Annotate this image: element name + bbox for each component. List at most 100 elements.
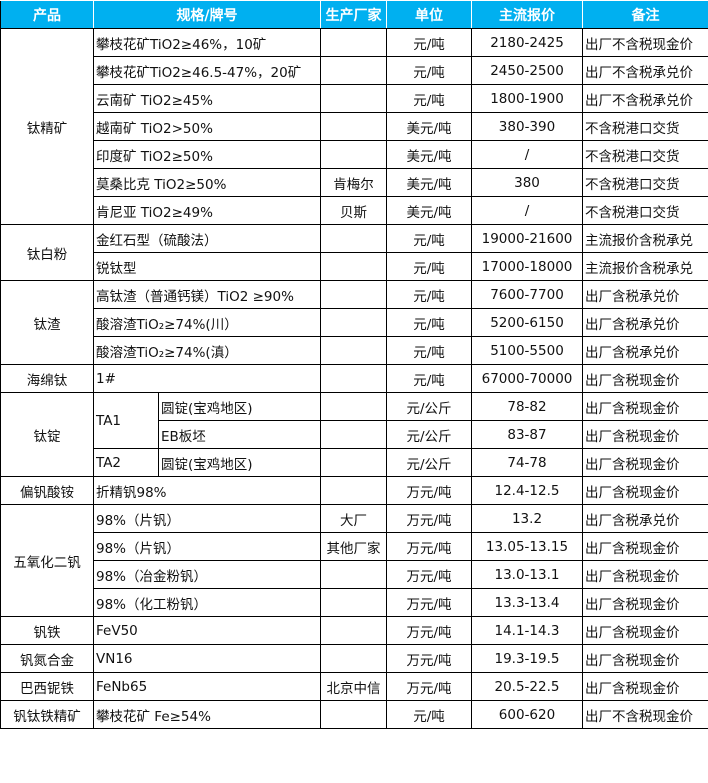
table-row: 巴西铌铁 FeNb65 北京中信 万元/吨 20.5-22.5 出厂含税现金价 <box>0 672 708 701</box>
maker-cell <box>320 28 387 57</box>
table-row: 偏钒酸铵 折精钒98% 万元/吨 12.4-12.5 出厂含税现金价 <box>0 476 708 505</box>
table-row: 肯尼亚 TiO2≥49% 贝斯 美元/吨 / 不含税港口交货 <box>1 196 708 225</box>
table-row: 海绵钛 1# 元/吨 67000-70000 出厂含税现金价 <box>0 364 708 393</box>
table-row: 酸溶渣TiO₂≥74%(川） 元/吨 5200-6150 出厂含税承兑价 <box>1 308 708 337</box>
spec-cell: 攀枝花矿TiO2≥46.5-47%，20矿 <box>93 56 321 85</box>
note-cell: 出厂含税现金价 <box>582 644 708 673</box>
price-cell: 600-620 <box>471 700 583 729</box>
price-cell: 78-82 <box>471 392 583 421</box>
table-row: 98%（冶金粉钒） 万元/吨 13.0-13.1 出厂含税现金价 <box>1 560 708 589</box>
product-cell: 海绵钛 <box>0 364 94 393</box>
maker-cell <box>320 644 387 673</box>
note-cell: 主流报价含税承兑 <box>582 224 708 253</box>
price-table: 产品 规格/牌号 生产厂家 单位 主流报价 备注 钛精矿 攀枝花矿TiO2≥46%… <box>0 0 708 729</box>
note-cell: 不含税港口交货 <box>582 112 708 141</box>
price-cell: 13.05-13.15 <box>471 532 583 561</box>
spec-cell: 金红石型（硫酸法） <box>93 224 321 253</box>
maker-cell <box>320 476 387 505</box>
maker-cell <box>320 308 387 337</box>
spec-cell: 98%（冶金粉钒） <box>93 560 321 589</box>
note-cell: 出厂含税承兑价 <box>582 504 708 533</box>
note-cell: 出厂含税现金价 <box>582 560 708 589</box>
unit-cell: 元/公斤 <box>386 392 472 421</box>
note-cell: 主流报价含税承兑 <box>582 252 708 281</box>
unit-cell: 美元/吨 <box>386 140 472 169</box>
table-row: 锐钛型 元/吨 17000-18000 主流报价含税承兑 <box>1 252 708 281</box>
table-row: 莫桑比克 TiO2≥50% 肯梅尔 美元/吨 380 不含税港口交货 <box>1 168 708 197</box>
table-row: 钛精矿 攀枝花矿TiO2≥46%，10矿 元/吨 2180-2425 出厂不含税现金价 <box>0 28 708 225</box>
product-cell: 偏钒酸铵 <box>0 476 94 505</box>
note-cell: 出厂不含税承兑价 <box>582 84 708 113</box>
note-cell: 出厂不含税承兑价 <box>582 56 708 85</box>
grade-cell: TA1 <box>93 392 159 449</box>
table-row: 钒钛铁精矿 攀枝花矿 Fe≥54% 元/吨 600-620 出厂不含税现金价 <box>0 700 708 729</box>
product-cell: 巴西铌铁 <box>0 672 94 701</box>
price-cell: 19.3-19.5 <box>471 644 583 673</box>
spec-cell: 云南矿 TiO2≥45% <box>93 84 321 113</box>
spec-cell: 圆锭(宝鸡地区) <box>158 392 321 421</box>
maker-cell <box>320 364 387 393</box>
note-cell: 不含税港口交货 <box>582 196 708 225</box>
maker-cell <box>320 224 387 253</box>
maker-cell <box>320 448 387 477</box>
maker-cell <box>320 280 387 309</box>
header-product: 产品 <box>0 0 94 29</box>
header-row: 产品 规格/牌号 生产厂家 单位 主流报价 备注 <box>0 0 708 29</box>
unit-cell: 元/吨 <box>386 280 472 309</box>
header-note: 备注 <box>582 0 708 29</box>
product-cell: 钒铁 <box>0 616 94 645</box>
header-price: 主流报价 <box>471 0 583 29</box>
product-cell: 钒钛铁精矿 <box>0 700 94 729</box>
maker-cell: 肯梅尔 <box>320 168 387 197</box>
product-cell: 五氧化二钒 <box>0 504 94 617</box>
price-cell: 83-87 <box>471 420 583 449</box>
note-cell: 出厂含税现金价 <box>582 476 708 505</box>
note-cell: 不含税港口交货 <box>582 168 708 197</box>
price-cell: 13.3-13.4 <box>471 588 583 617</box>
product-cell: 钒氮合金 <box>0 644 94 673</box>
note-cell: 出厂含税承兑价 <box>582 280 708 309</box>
note-cell: 出厂含税现金价 <box>582 672 708 701</box>
note-cell: 不含税港口交货 <box>582 140 708 169</box>
unit-cell: 美元/吨 <box>386 112 472 141</box>
unit-cell: 万元/吨 <box>386 588 472 617</box>
spec-cell: FeNb65 <box>93 672 321 701</box>
unit-cell: 元/吨 <box>386 308 472 337</box>
spec-cell: 折精钒98% <box>93 476 321 505</box>
unit-cell: 万元/吨 <box>386 560 472 589</box>
unit-cell: 元/吨 <box>386 364 472 393</box>
unit-cell: 美元/吨 <box>386 168 472 197</box>
price-cell: / <box>471 140 583 169</box>
maker-cell <box>320 588 387 617</box>
price-cell: 7600-7700 <box>471 280 583 309</box>
price-cell: 5100-5500 <box>471 336 583 365</box>
header-unit: 单位 <box>386 0 472 29</box>
note-cell: 出厂不含税现金价 <box>582 28 708 57</box>
price-cell: 20.5-22.5 <box>471 672 583 701</box>
spec-cell: 酸溶渣TiO₂≥74%(川） <box>93 308 321 337</box>
unit-cell: 元/吨 <box>386 336 472 365</box>
spec-cell: 锐钛型 <box>93 252 321 281</box>
price-cell: 14.1-14.3 <box>471 616 583 645</box>
maker-cell <box>320 112 387 141</box>
spec-cell: 98%（片钒） <box>93 532 321 561</box>
header-maker: 生产厂家 <box>320 0 387 29</box>
product-cell: 钛渣 <box>0 280 94 365</box>
note-cell: 出厂含税现金价 <box>582 448 708 477</box>
price-cell: 380-390 <box>471 112 583 141</box>
price-cell: / <box>471 196 583 225</box>
price-cell: 67000-70000 <box>471 364 583 393</box>
spec-cell: 印度矿 TiO2≥50% <box>93 140 321 169</box>
spec-cell: FeV50 <box>93 616 321 645</box>
note-cell: 出厂含税现金价 <box>582 532 708 561</box>
table-row: 云南矿 TiO2≥45% 元/吨 1800-1900 出厂不含税承兑价 <box>1 84 708 113</box>
unit-cell: 元/吨 <box>386 700 472 729</box>
unit-cell: 元/吨 <box>386 28 472 57</box>
maker-cell <box>320 392 387 421</box>
price-cell: 13.0-13.1 <box>471 560 583 589</box>
table-row: 98%（化工粉钒） 万元/吨 13.3-13.4 出厂含税现金价 <box>1 588 708 617</box>
unit-cell: 元/吨 <box>386 224 472 253</box>
price-cell: 17000-18000 <box>471 252 583 281</box>
table-row: TA2 圆锭(宝鸡地区) 元/公斤 74-78 出厂含税现金价 <box>1 448 708 477</box>
spec-cell: 莫桑比克 TiO2≥50% <box>93 168 321 197</box>
